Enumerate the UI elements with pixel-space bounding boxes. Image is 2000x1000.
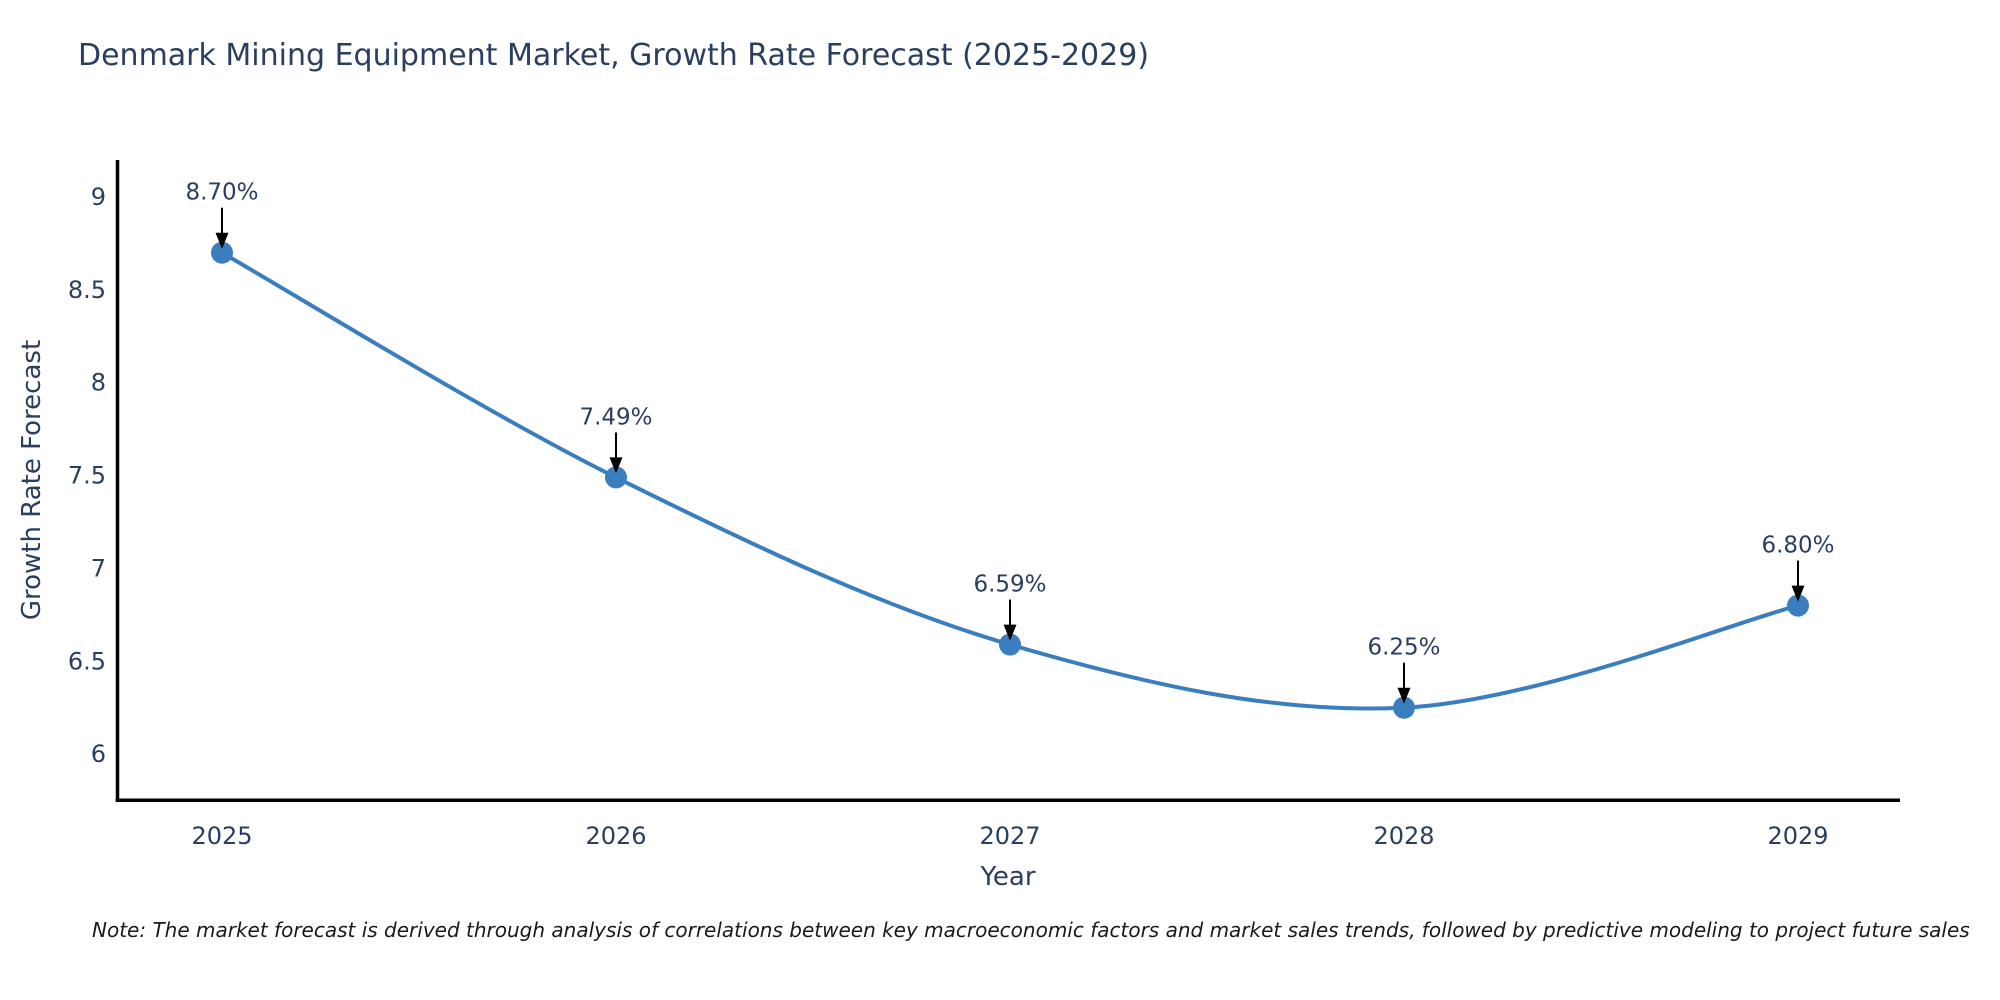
x-tick-label: 2027 — [979, 822, 1040, 850]
y-tick-label: 8 — [91, 369, 106, 397]
y-tick-label: 6 — [91, 740, 106, 768]
x-axis-title: Year — [979, 862, 1035, 892]
annotation-label: 8.70% — [185, 180, 258, 206]
annotation-arrowhead-icon — [215, 232, 229, 249]
annotation-arrowhead-icon — [1397, 687, 1411, 704]
annotation-label: 7.49% — [579, 404, 652, 430]
data-point-marker — [1787, 594, 1809, 617]
annotation-arrowhead-icon — [1791, 585, 1805, 602]
y-axis-title: Growth Rate Forecast — [17, 340, 47, 620]
annotation-arrowhead-icon — [609, 457, 623, 474]
data-point-marker — [1393, 696, 1415, 719]
annotation-label: 6.80% — [1761, 533, 1834, 559]
y-tick-label: 7 — [91, 554, 106, 582]
data-point-marker — [211, 241, 233, 264]
y-tick-label: 8.5 — [68, 276, 106, 304]
y-tick-label: 7.5 — [68, 462, 106, 490]
x-tick-label: 2026 — [585, 822, 646, 850]
y-tick-label: 9 — [91, 183, 106, 211]
x-tick-label: 2028 — [1373, 822, 1434, 850]
annotation-arrowhead-icon — [1003, 624, 1017, 641]
annotation-label: 6.25% — [1367, 635, 1440, 661]
x-tick-label: 2025 — [191, 822, 252, 850]
footnote: Note: The market forecast is derived thr… — [92, 918, 1970, 942]
data-point-marker — [999, 633, 1021, 656]
annotation-label: 6.59% — [973, 572, 1046, 598]
x-tick-label: 2029 — [1767, 822, 1828, 850]
chart-title: Denmark Mining Equipment Market, Growth … — [78, 38, 1150, 73]
y-tick-label: 6.5 — [68, 647, 106, 675]
data-point-marker — [605, 466, 627, 489]
